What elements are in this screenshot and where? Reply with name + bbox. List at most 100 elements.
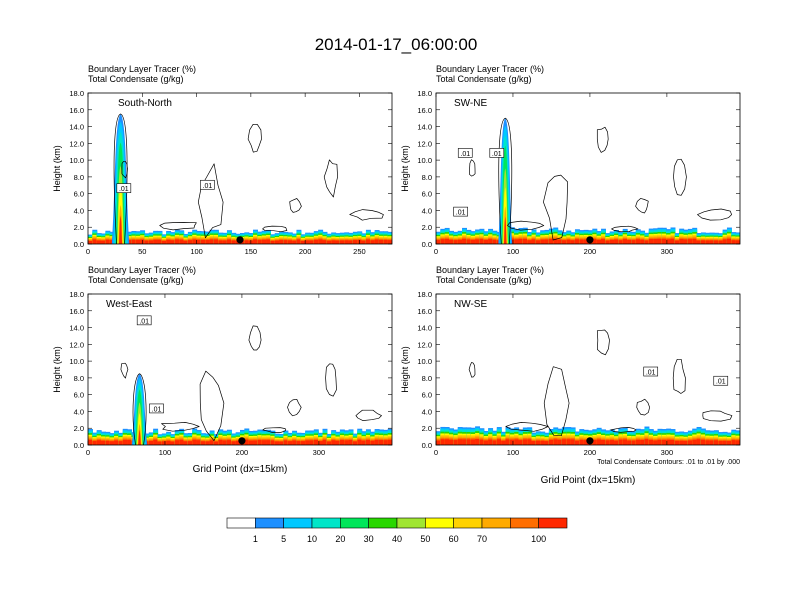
bl-cell <box>614 239 619 244</box>
bl-cell <box>257 240 263 244</box>
y-axis-label: Height (km) <box>52 346 62 393</box>
bl-cell <box>692 238 698 244</box>
bl-cell <box>544 239 550 244</box>
y-tick-label: 6.0 <box>74 391 84 400</box>
bl-cell <box>609 239 615 244</box>
bl-cell <box>192 439 198 445</box>
y-tick-label: 14.0 <box>417 324 432 333</box>
x-tick-label: 100 <box>159 448 172 457</box>
condensate-contour <box>507 220 545 231</box>
condensate-contour <box>596 126 609 153</box>
bl-cell <box>344 440 350 445</box>
bl-cell <box>544 441 550 445</box>
y-tick-label: 8.0 <box>74 173 84 182</box>
y-tick-label: 8.0 <box>74 374 84 383</box>
bl-cell <box>457 439 463 445</box>
y-tick-label: 12.0 <box>69 340 84 349</box>
bl-cell <box>692 439 698 445</box>
bl-cell <box>213 441 219 445</box>
bl-cell <box>161 240 167 244</box>
x-tick-label: 0 <box>434 247 438 256</box>
y-axis-label: Height (km) <box>400 346 410 393</box>
bl-cell <box>352 240 358 244</box>
bl-cell <box>127 439 133 445</box>
bl-cell <box>244 240 250 244</box>
y-tick-label: 10.0 <box>417 357 432 366</box>
panel-1: Boundary Layer Tracer (%)Total Condensat… <box>52 64 393 256</box>
bl-cell <box>92 239 98 244</box>
bl-cell <box>627 240 633 244</box>
condensate-contour <box>325 363 337 397</box>
bl-cell <box>548 439 554 445</box>
bl-cell <box>244 439 250 445</box>
bl-cell <box>118 441 124 445</box>
bl-cell <box>253 440 258 445</box>
y-tick-label: 0.0 <box>422 441 432 450</box>
bl-cell <box>135 239 141 244</box>
bl-cell <box>453 240 459 244</box>
condensate-contour <box>199 370 225 442</box>
bl-cell <box>531 239 537 244</box>
bl-cell <box>357 439 363 445</box>
bl-cell <box>287 441 293 445</box>
bl-cell <box>735 240 740 244</box>
plot-frame <box>435 293 741 446</box>
bl-cell <box>631 440 637 445</box>
condensate-contour <box>159 222 197 231</box>
panel-title-line2: Total Condensate (g/kg) <box>436 74 532 84</box>
bl-cell <box>566 439 572 445</box>
bl-cell <box>679 239 685 244</box>
bl-cell <box>592 439 598 445</box>
bl-cell <box>235 440 241 445</box>
plot-area: .01 .01 <box>436 329 740 445</box>
bl-cell <box>709 240 715 244</box>
bl-cell <box>88 240 93 244</box>
bl-cell <box>479 439 485 445</box>
panel-title-line2: Total Condensate (g/kg) <box>88 275 184 285</box>
bl-cell <box>261 440 267 445</box>
bl-cell <box>470 239 476 244</box>
bl-cell <box>705 440 711 445</box>
bl-cell <box>635 239 641 244</box>
bl-cell <box>127 240 133 244</box>
bl-cell <box>509 439 515 445</box>
y-tick-label: 4.0 <box>422 206 432 215</box>
bl-cell <box>322 439 328 445</box>
bl-cell <box>274 240 280 244</box>
colorbar-swatch <box>510 517 539 529</box>
panel-title-line2: Total Condensate (g/kg) <box>88 74 184 84</box>
bl-cell <box>640 239 646 244</box>
panel-title-line1: Boundary Layer Tracer (%) <box>88 64 196 74</box>
bl-cell <box>518 238 524 244</box>
bl-cell <box>261 239 267 244</box>
bl-cell <box>566 239 572 244</box>
bl-cell <box>483 440 489 445</box>
bl-cell <box>622 239 628 244</box>
bl-cell <box>492 440 498 445</box>
bl-cell <box>440 239 446 244</box>
condensate-contour <box>636 398 650 416</box>
x-tick-label: 200 <box>584 247 597 256</box>
bl-cell <box>722 239 728 244</box>
bl-cell <box>726 441 732 445</box>
contour-label-box <box>489 148 505 158</box>
bl-cell <box>648 239 654 244</box>
contour-label: .01 <box>152 406 162 413</box>
plot-area: .01 .01 <box>88 113 392 244</box>
colorbar-swatch <box>283 517 313 529</box>
y-tick-label: 12.0 <box>69 139 84 148</box>
colorbar-swatch <box>311 517 341 529</box>
bl-cell <box>466 439 472 445</box>
bl-cell <box>583 440 589 445</box>
bl-cell <box>670 439 676 445</box>
bl-cell <box>318 441 324 445</box>
colorbar-label: 5 <box>281 534 286 544</box>
y-tick-label: 6.0 <box>74 190 84 199</box>
y-tick-label: 16.0 <box>417 307 432 316</box>
colorbar-swatch <box>340 517 369 529</box>
bl-cell <box>700 240 706 244</box>
bl-cell <box>322 240 328 244</box>
bl-cell <box>339 240 345 244</box>
bl-cell <box>505 439 511 445</box>
